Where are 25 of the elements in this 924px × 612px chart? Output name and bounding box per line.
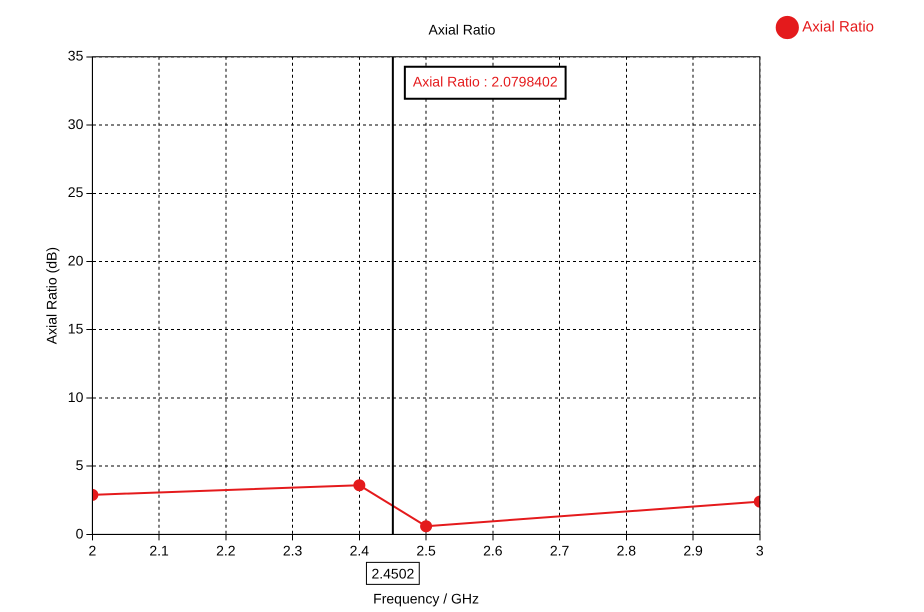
y-tick-label: 0 [76,525,84,542]
x-tick-label: 2.7 [550,542,570,559]
ref-line-label: 2.4502 [371,565,414,582]
x-tick-label: 2 [88,542,96,559]
x-tick-label: 2.2 [216,542,236,559]
y-tick-label: 35 [68,48,84,64]
x-tick-label: 3 [756,542,764,559]
x-tick-label: 2.9 [683,542,703,559]
x-axis-title: Frequency / GHz [373,590,479,606]
x-tick-label: 2.8 [616,542,636,559]
y-tick-label: 25 [68,184,84,200]
x-tick-label: 2.4 [350,542,370,559]
y-axis-title: Axial Ratio (dB) [43,246,60,344]
y-tick-label: 5 [76,457,84,474]
x-tick-label: 2.3 [282,542,303,559]
y-tick-label: 15 [68,320,84,337]
x-tick-label: 2.6 [483,542,503,559]
legend-label: Axial Ratio [802,18,874,36]
y-tick-label: 10 [68,388,84,405]
annotation: Axial Ratio : 2.0798402 [412,74,558,90]
x-tick-label: 2.5 [416,542,436,559]
chart-title: Axial Ratio [428,21,496,38]
y-tick-label: 30 [68,116,84,132]
x-tick-label: 2.1 [149,542,170,559]
y-tick-label: 20 [68,252,84,268]
